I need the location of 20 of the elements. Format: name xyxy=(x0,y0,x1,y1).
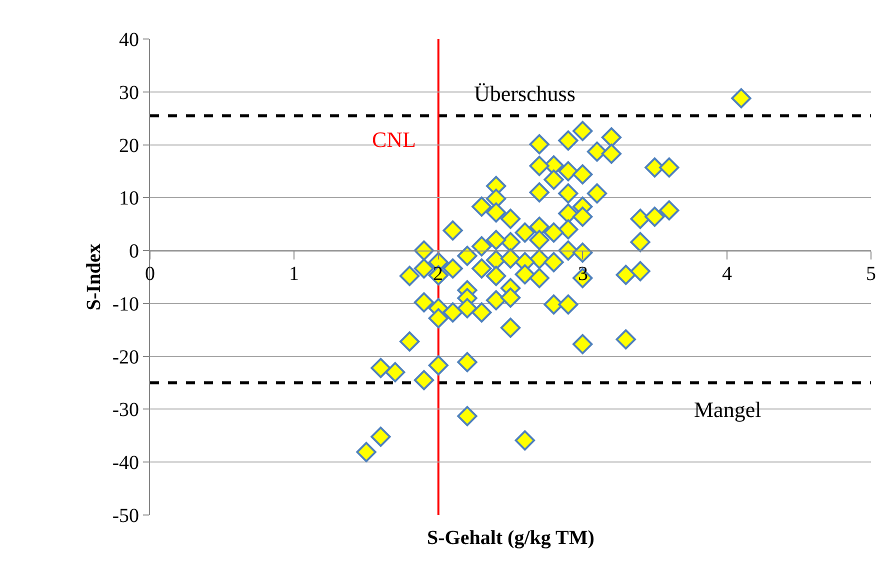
x-tick-label: 2 xyxy=(433,263,443,285)
x-tick-label: 0 xyxy=(145,263,155,285)
y-tick-label: 0 xyxy=(129,240,139,263)
y-tick-label: -10 xyxy=(112,293,139,316)
y-tick-label: 40 xyxy=(119,29,139,51)
y-tick-label: 30 xyxy=(119,82,139,104)
x-tick-label: 4 xyxy=(722,263,732,285)
x-axis-title: S-Gehalt (g/kg TM) xyxy=(427,527,594,549)
y-tick-label: -40 xyxy=(112,452,139,474)
y-tick-label: -20 xyxy=(112,346,139,368)
y-tick-label: 10 xyxy=(119,188,139,210)
ref-line-label: Überschuss xyxy=(474,81,576,106)
y-axis-title: S-Index xyxy=(83,244,105,310)
y-tick-label: -50 xyxy=(112,505,139,527)
x-tick-label: 1 xyxy=(289,263,299,285)
x-tick-label: 5 xyxy=(866,263,876,285)
ref-line-label: CNL xyxy=(372,127,416,152)
ref-line-label: Mangel xyxy=(694,397,762,422)
y-tick-label: -30 xyxy=(112,399,139,422)
y-tick-label: 20 xyxy=(119,134,139,157)
